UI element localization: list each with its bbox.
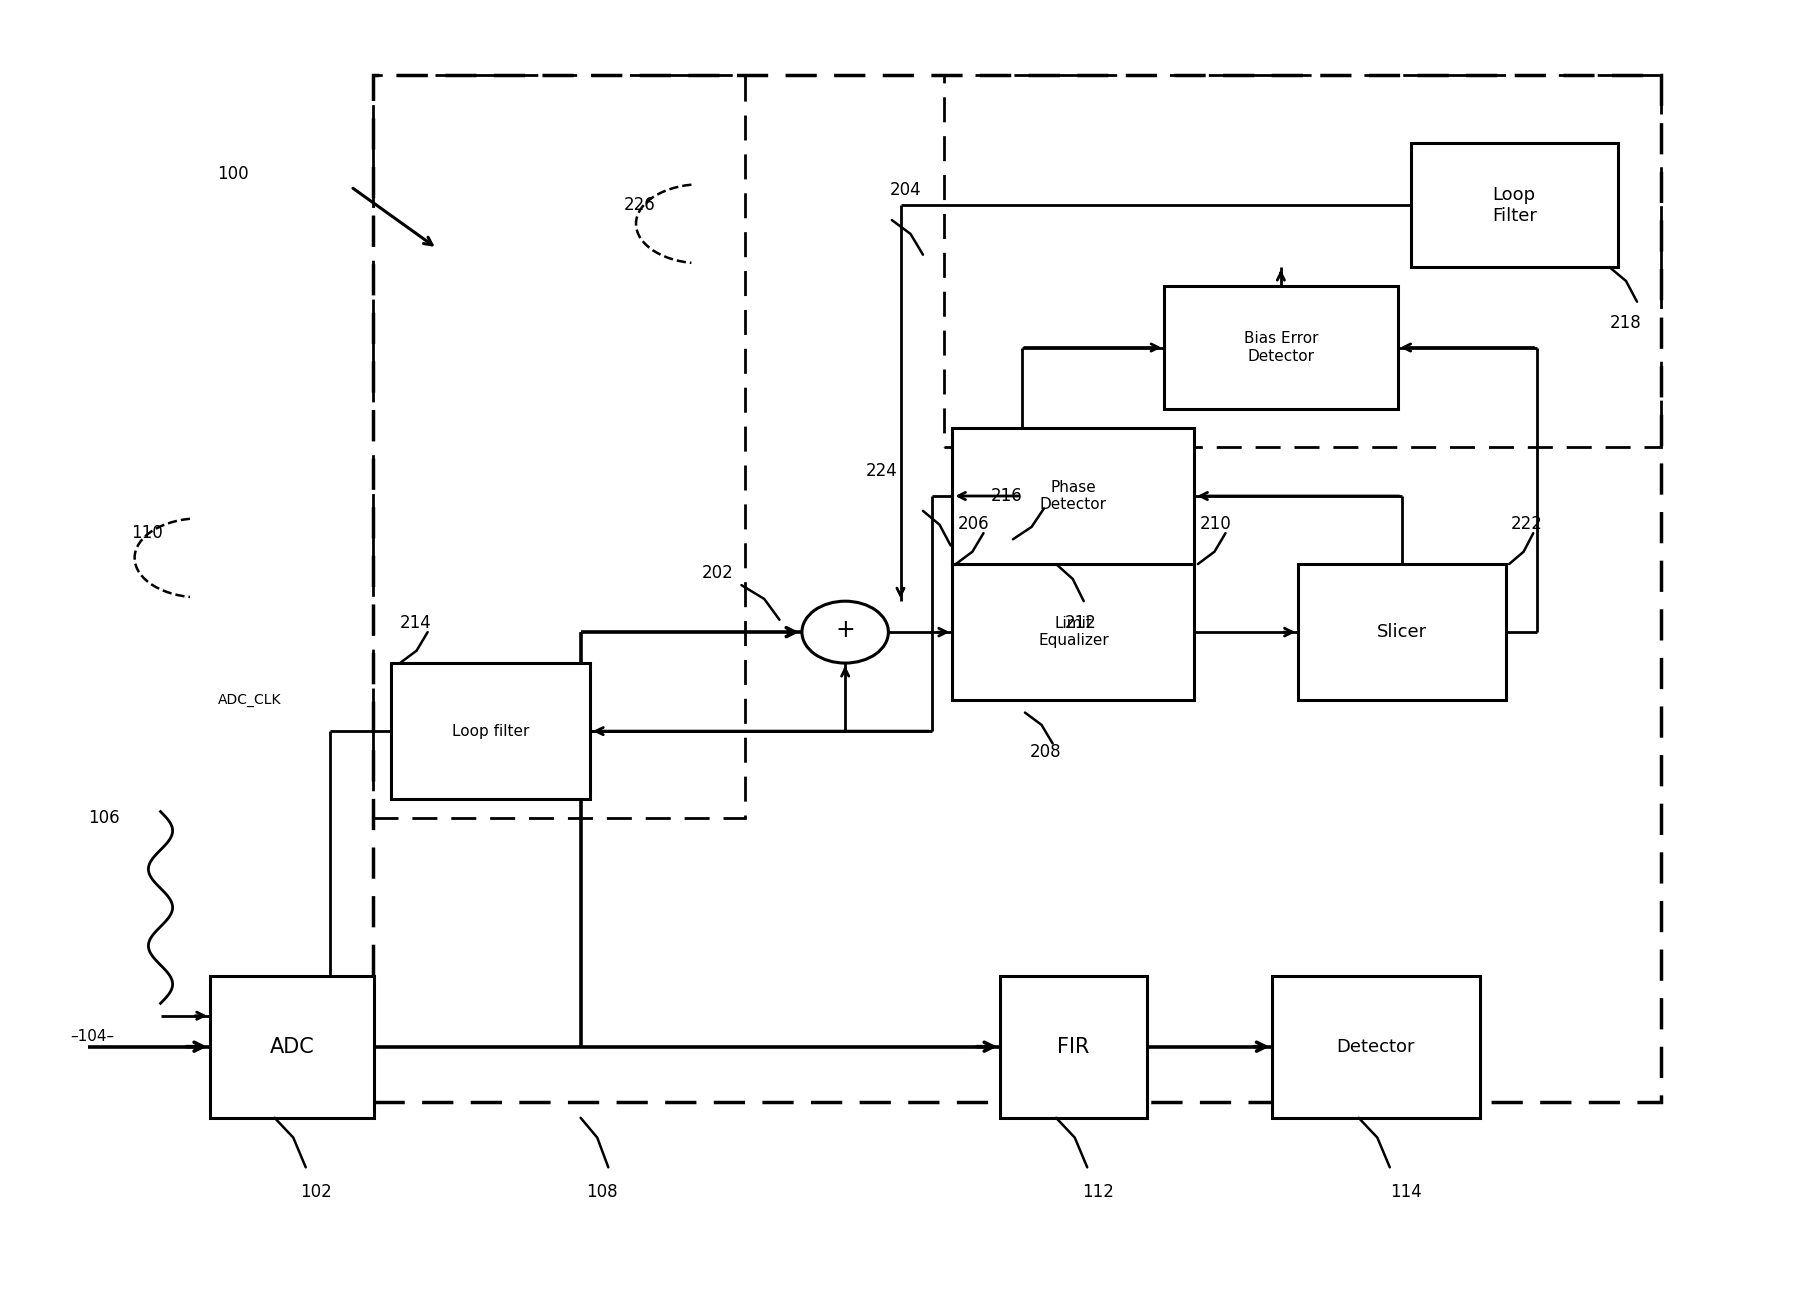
Text: 226: 226: [623, 196, 656, 214]
Text: 206: 206: [958, 516, 989, 534]
Text: Bias Error
Detector: Bias Error Detector: [1244, 331, 1318, 363]
Text: 222: 222: [1511, 516, 1543, 534]
Text: Limit
Equalizer: Limit Equalizer: [1037, 616, 1109, 648]
Text: Detector: Detector: [1336, 1038, 1416, 1056]
Text: 114: 114: [1390, 1183, 1421, 1201]
Text: +: +: [836, 617, 855, 642]
Text: 212: 212: [1064, 615, 1097, 633]
Text: 112: 112: [1082, 1183, 1113, 1201]
Text: 110: 110: [131, 525, 162, 543]
Bar: [391, 663, 591, 799]
Text: 216: 216: [991, 487, 1023, 505]
Text: ADC_CLK: ADC_CLK: [218, 693, 281, 708]
Text: 224: 224: [866, 463, 897, 481]
Text: 108: 108: [585, 1183, 618, 1201]
Text: 102: 102: [301, 1183, 333, 1201]
Bar: [1299, 565, 1506, 700]
Bar: [1410, 143, 1617, 267]
Bar: [1000, 976, 1147, 1118]
Bar: [1272, 976, 1480, 1118]
Text: 210: 210: [1199, 516, 1232, 534]
Text: –104–: –104–: [70, 1030, 115, 1044]
Text: 204: 204: [890, 182, 922, 200]
Bar: [209, 976, 375, 1118]
Bar: [953, 565, 1194, 700]
Text: 106: 106: [88, 808, 119, 826]
Text: 208: 208: [1030, 744, 1063, 762]
Text: Slicer: Slicer: [1376, 623, 1426, 641]
Bar: [373, 75, 1661, 1102]
Text: 218: 218: [1610, 313, 1641, 331]
Circle shape: [801, 601, 888, 663]
Text: 202: 202: [702, 563, 733, 581]
Text: ADC: ADC: [270, 1036, 315, 1057]
Text: Phase
Detector: Phase Detector: [1039, 480, 1108, 512]
Text: 100: 100: [218, 165, 249, 183]
Bar: [1163, 286, 1398, 410]
Bar: [953, 428, 1194, 565]
Text: Loop
Filter: Loop Filter: [1491, 186, 1536, 224]
Text: FIR: FIR: [1057, 1036, 1090, 1057]
Text: 214: 214: [400, 615, 432, 633]
Text: Loop filter: Loop filter: [452, 723, 529, 739]
Bar: [944, 75, 1661, 446]
Bar: [373, 75, 746, 817]
